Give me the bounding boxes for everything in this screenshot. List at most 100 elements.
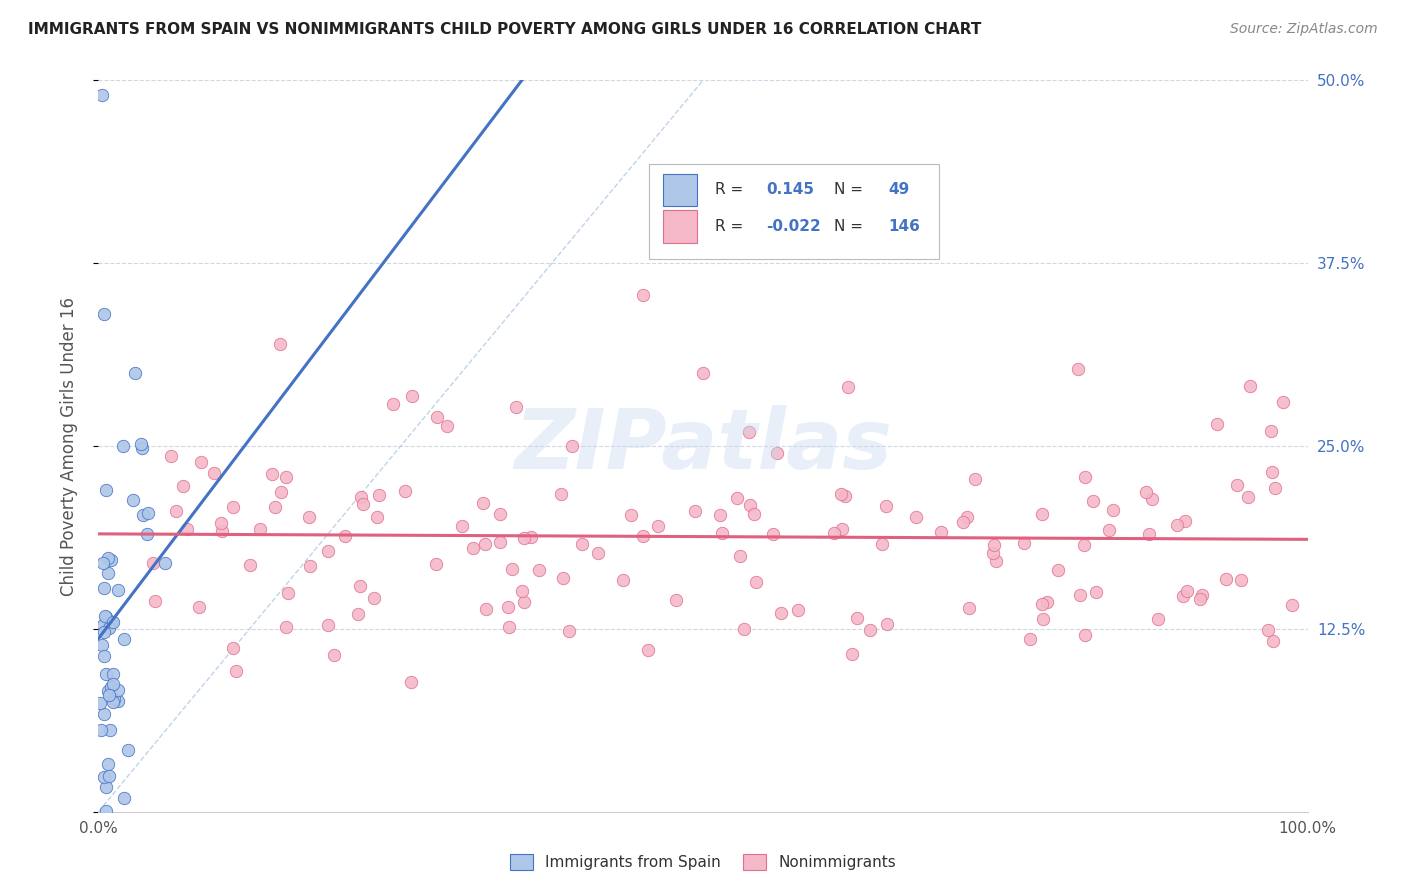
Point [450, 519, 472, 533]
Point [1102, 502, 1125, 516]
Point [738, 425, 761, 440]
Point [489, 534, 512, 549]
Point [870, 537, 893, 551]
Point [100, 553, 122, 567]
Point [436, 418, 458, 433]
Point [904, 510, 927, 524]
Point [97, 769, 120, 783]
Point [1171, 590, 1194, 604]
Point [1272, 395, 1295, 409]
Point [513, 595, 536, 609]
Point [277, 586, 299, 600]
Point [274, 470, 297, 484]
Point [1012, 536, 1035, 550]
Point [93, 648, 115, 663]
Text: R =: R = [716, 183, 748, 197]
Point [647, 518, 669, 533]
Point [665, 593, 688, 607]
Point [846, 611, 869, 625]
Point [97, 757, 120, 772]
Point [1191, 589, 1213, 603]
Point [96, 667, 118, 681]
Text: Source: ZipAtlas.com: Source: ZipAtlas.com [1230, 22, 1378, 37]
Point [1142, 491, 1164, 506]
Point [952, 515, 974, 529]
Point [1215, 573, 1237, 587]
Point [1074, 628, 1097, 642]
Point [1074, 469, 1097, 483]
Point [269, 336, 291, 351]
Point [97, 550, 120, 565]
Point [117, 743, 139, 757]
Point [98, 621, 121, 635]
Point [710, 526, 733, 541]
Point [366, 509, 388, 524]
Point [837, 380, 859, 394]
Point [1257, 623, 1279, 637]
Point [1019, 632, 1042, 646]
Point [91, 87, 114, 102]
Point [103, 692, 125, 706]
Point [299, 558, 322, 573]
Point [1205, 417, 1227, 431]
Point [165, 504, 187, 518]
Point [260, 467, 283, 481]
Point [1174, 514, 1197, 528]
Point [631, 287, 654, 301]
Point [97, 683, 120, 698]
Text: 49: 49 [889, 183, 910, 197]
Point [222, 641, 245, 656]
Point [472, 496, 495, 510]
Point [298, 510, 321, 524]
Point [188, 599, 211, 614]
Point [520, 530, 543, 544]
Point [93, 624, 115, 639]
Point [586, 546, 609, 560]
Point [957, 601, 980, 615]
Point [1147, 612, 1170, 626]
Point [513, 531, 536, 545]
Point [765, 446, 787, 460]
Point [136, 506, 159, 520]
Bar [664, 174, 697, 206]
Point [1239, 379, 1261, 393]
Point [510, 584, 533, 599]
Text: 146: 146 [889, 219, 920, 234]
Point [94, 780, 117, 795]
Point [956, 510, 979, 524]
Point [352, 497, 374, 511]
Point [831, 522, 853, 536]
Point [1032, 612, 1054, 626]
Point [135, 526, 157, 541]
FancyBboxPatch shape [648, 164, 939, 260]
Point [211, 524, 233, 539]
Point [132, 508, 155, 523]
Point [475, 602, 498, 616]
Point [159, 449, 181, 463]
Point [209, 516, 232, 530]
Point [101, 615, 124, 630]
Point [1261, 633, 1284, 648]
Point [1098, 523, 1121, 537]
Point [172, 478, 194, 492]
Point [558, 624, 581, 639]
Point [550, 487, 572, 501]
Point [631, 529, 654, 543]
Point [350, 490, 373, 504]
Point [1137, 527, 1160, 541]
Point [93, 707, 115, 722]
Point [834, 489, 856, 503]
Point [93, 582, 115, 596]
Point [142, 556, 165, 570]
Point [238, 558, 260, 572]
Point [91, 638, 114, 652]
Point [461, 541, 484, 555]
Text: R =: R = [716, 219, 748, 234]
Point [1047, 563, 1070, 577]
Point [1166, 517, 1188, 532]
Point [489, 507, 512, 521]
Point [1175, 584, 1198, 599]
Point [551, 571, 574, 585]
Point [107, 682, 129, 697]
Point [474, 537, 496, 551]
